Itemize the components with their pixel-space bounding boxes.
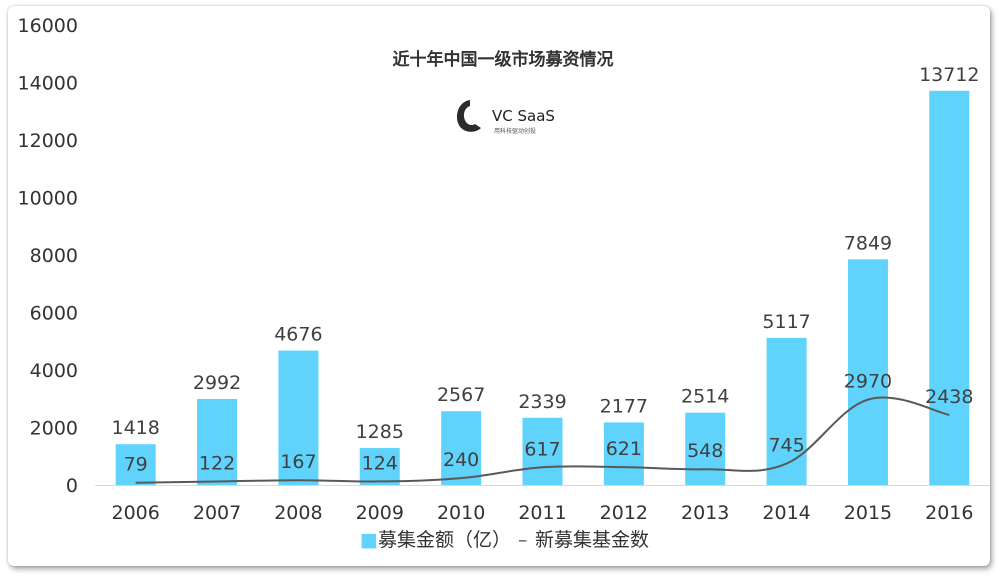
x-tick-label: 2012	[600, 502, 648, 524]
legend-line-marker: –	[518, 529, 528, 551]
bar-value-label: 2177	[600, 395, 648, 417]
bar	[441, 411, 482, 485]
bar	[359, 448, 400, 485]
bar-value-label: 5117	[762, 311, 810, 333]
bar	[847, 259, 888, 485]
legend-bar-marker: ■	[360, 529, 378, 551]
line-value-label: 2438	[925, 386, 973, 408]
bar	[115, 444, 156, 485]
line-value-label: 122	[199, 452, 235, 474]
y-tick-label: 6000	[30, 303, 78, 325]
x-tick-label: 2016	[925, 502, 973, 524]
bar	[766, 337, 807, 485]
bar-value-label: 7849	[844, 232, 892, 254]
line-value-label: 167	[280, 451, 316, 473]
line-series	[135, 396, 950, 484]
x-tick-label: 2007	[193, 502, 241, 524]
y-tick-label: 2000	[30, 418, 78, 440]
bar-value-label: 13712	[919, 64, 979, 86]
bar-value-label: 2339	[518, 391, 566, 413]
logo: VC SaaS 用科技驱动创投	[456, 100, 555, 135]
bar-value-label: 4676	[274, 324, 322, 346]
x-tick-label: 2006	[112, 502, 160, 524]
line-value-label: 79	[124, 454, 148, 476]
y-tick-label: 8000	[30, 245, 78, 267]
line-path	[135, 396, 950, 484]
bar	[197, 398, 238, 485]
line-value-label: 2970	[844, 371, 892, 393]
line-value-label: 240	[443, 449, 479, 471]
y-tick-label: 14000	[18, 73, 78, 95]
y-axis: 0 2000 4000 6000 8000 10000 12000 14000 16000	[18, 15, 78, 497]
x-tick-label: 2008	[274, 502, 322, 524]
line-value-label: 548	[687, 440, 723, 462]
bar	[278, 350, 319, 485]
line-value-label: 621	[606, 438, 642, 460]
line-value-labels: 79 122 167 124 240 617 621 548 745 2970 2438	[124, 371, 974, 476]
y-tick-label: 0	[66, 475, 78, 497]
y-tick-label: 12000	[18, 130, 78, 152]
bar	[603, 422, 644, 485]
y-tick-label: 16000	[18, 15, 78, 37]
y-tick-label: 4000	[30, 360, 78, 382]
x-tick-label: 2014	[762, 502, 810, 524]
bar-value-label: 2514	[681, 386, 729, 408]
bar-value-label: 2992	[193, 372, 241, 394]
line-value-label: 124	[362, 452, 398, 474]
logo-name: VC SaaS	[492, 107, 555, 125]
vc-saas-logo-icon	[456, 100, 481, 132]
x-tick-label: 2013	[681, 502, 729, 524]
legend-bar-label: 募集金额（亿）	[378, 529, 511, 551]
bar	[685, 412, 726, 485]
bar-value-label: 1418	[112, 417, 160, 439]
logo-tagline: 用科技驱动创投	[494, 127, 536, 135]
line-value-label: 745	[768, 435, 804, 457]
bar-value-label: 2567	[437, 384, 485, 406]
x-tick-label: 2015	[844, 502, 892, 524]
y-tick-label: 10000	[18, 188, 78, 210]
bar	[929, 90, 970, 485]
bar	[522, 417, 563, 485]
legend-line-label: 新募集基金数	[535, 529, 649, 551]
line-value-label: 617	[524, 438, 560, 460]
chart-title: 近十年中国一级市场募资情况	[393, 49, 614, 70]
bar-series	[115, 90, 970, 485]
x-tick-label: 2009	[356, 502, 404, 524]
x-tick-label: 2011	[518, 502, 566, 524]
x-tick-label: 2010	[437, 502, 485, 524]
x-axis: 2006 2007 2008 2009 2010 2011 2012 2013 2014 2015…	[95, 485, 990, 524]
legend: ■ 募集金额（亿） – 新募集基金数	[360, 529, 649, 551]
bar-value-labels: 1418 2992 4676 1285 2567 2339 2177 2514 5117 7849…	[112, 64, 980, 443]
bar-value-label: 1285	[356, 421, 404, 443]
